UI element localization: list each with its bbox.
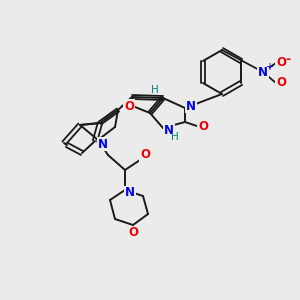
- Text: N: N: [186, 100, 196, 112]
- Text: -: -: [285, 52, 291, 65]
- Text: N: N: [164, 124, 174, 137]
- Text: O: O: [140, 148, 150, 161]
- Text: N: N: [98, 137, 108, 151]
- Text: N: N: [125, 187, 135, 200]
- Text: +: +: [265, 62, 273, 72]
- Text: O: O: [276, 76, 286, 89]
- Text: H: H: [171, 132, 179, 142]
- Text: O: O: [124, 100, 134, 112]
- Text: O: O: [198, 119, 208, 133]
- Text: O: O: [276, 56, 286, 70]
- Text: H: H: [151, 85, 159, 95]
- Text: N: N: [258, 65, 268, 79]
- Text: O: O: [128, 226, 138, 239]
